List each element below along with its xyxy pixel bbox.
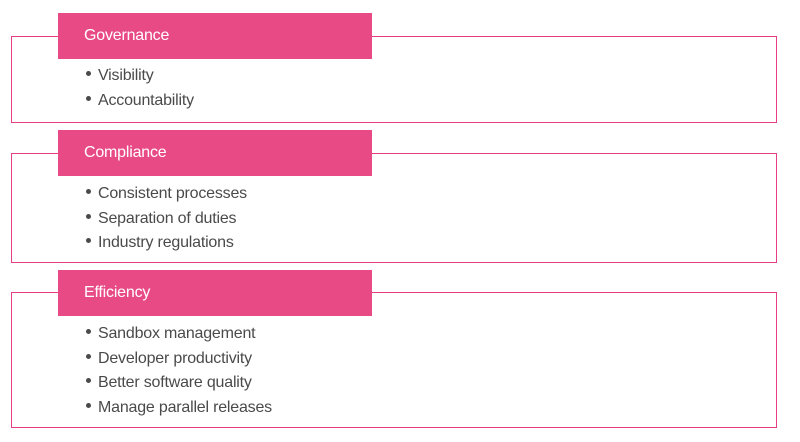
list-item: Consistent processes <box>86 182 247 207</box>
list-item: Developer productivity <box>86 347 272 372</box>
list-item-text: Manage parallel releases <box>98 398 272 416</box>
list-item: Manage parallel releases <box>86 396 272 421</box>
section-title: Efficiency <box>84 284 151 301</box>
list-item-text: Visibility <box>98 67 154 84</box>
list-item-text: Sandbox management <box>98 325 256 342</box>
bullet-dot-icon <box>86 353 91 359</box>
list-item-text: Industry regulations <box>98 234 234 251</box>
list-item: Accountability <box>86 89 194 114</box>
bullet-dot-icon <box>86 238 91 244</box>
list-item-text: Separation of duties <box>98 209 237 227</box>
list-item-text: Developer productivity <box>98 349 252 367</box>
bullet-list: Sandbox management Developer productivit… <box>86 322 272 420</box>
list-item: Better software quality <box>86 371 272 396</box>
list-item-text: Accountability <box>98 91 194 109</box>
bullet-dot-icon <box>86 402 91 408</box>
bullet-list: Visibility Accountability <box>86 64 194 113</box>
list-item-text: Better software quality <box>98 374 252 391</box>
bullet-dot-icon <box>86 95 91 101</box>
list-item-text: Consistent processes <box>98 185 247 202</box>
bullet-dot-icon <box>86 189 91 195</box>
bullet-dot-icon <box>86 329 91 335</box>
list-item: Visibility <box>86 64 194 89</box>
section-header: Governance <box>58 13 372 59</box>
bullet-dot-icon <box>86 213 91 219</box>
bullet-dot-icon <box>86 378 91 384</box>
section-header: Efficiency <box>58 270 372 316</box>
list-item: Separation of duties <box>86 207 247 232</box>
bullet-dot-icon <box>86 71 91 77</box>
section-title: Governance <box>84 27 170 44</box>
bullet-list: Consistent processes Separation of dutie… <box>86 182 247 256</box>
list-item: Sandbox management <box>86 322 272 347</box>
section-title: Compliance <box>84 144 167 161</box>
section-header: Compliance <box>58 130 372 176</box>
list-item: Industry regulations <box>86 231 247 256</box>
